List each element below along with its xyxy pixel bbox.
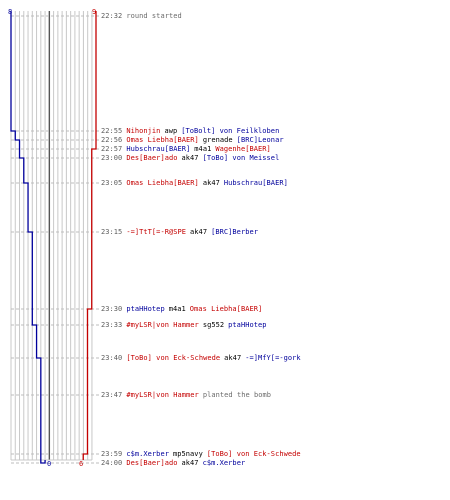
event-time: 23:47 xyxy=(101,391,123,399)
killer-name: [ToBo] von Eck-Schwede xyxy=(126,354,221,362)
killer-name: Nihonjin xyxy=(126,127,161,135)
victim-name: [ToBolt] von Feilkloben xyxy=(181,127,280,135)
event-row: 22:57 Hubschrau[BAER] m4a1 Wagenhe[BAER] xyxy=(101,144,275,154)
victim-name: [BRC]Berber xyxy=(211,228,259,236)
event-row: 23:59 c$m.Xerber mp5navy [ToBo] von Eck-Sch… xyxy=(101,449,305,459)
event-time: 23:00 xyxy=(101,154,123,162)
event-row: 22:56 Omas Liebha[BAER] grenade [BRC]Leonar xyxy=(101,135,288,145)
victim-name: [ToBo] von Meissel xyxy=(202,154,280,162)
red-start-count: 9 xyxy=(92,8,97,16)
chart-grid xyxy=(10,11,93,461)
event-time: 23:40 xyxy=(101,354,123,362)
weapon-name: grenade xyxy=(202,136,233,144)
killer-name: -=]TtT[=-R@SPE xyxy=(126,228,187,236)
weapon-name: m4a1 xyxy=(194,145,212,153)
event-row: 23:00 Des[Baer]ado ak47 [ToBo] von Meissel xyxy=(101,153,283,163)
event-row: 24:00 Des[Baer]ado ak47 c$m.Xerber xyxy=(101,458,249,468)
killer-name: Omas Liebha[BAER] xyxy=(126,136,199,144)
event-time: 24:00 xyxy=(101,459,123,467)
event-row: 23:30 ptaHHotep m4a1 Omas Liebha[BAER] xyxy=(101,304,266,314)
event-time: 22:55 xyxy=(101,127,123,135)
event-time: 23:15 xyxy=(101,228,123,236)
alive-step-lines xyxy=(10,11,97,464)
killer-name: c$m.Xerber xyxy=(126,450,169,458)
event-row: 23:40 [ToBo] von Eck-Schwede ak47 -=]MfY[=-… xyxy=(101,353,305,363)
event-row: 22:55 Nihonjin awp [ToBolt] von Feilkloben xyxy=(101,126,283,136)
red-alive-line xyxy=(82,11,97,460)
event-time: 22:57 xyxy=(101,145,123,153)
event-row: 23:05 Omas Liebha[BAER] ak47 Hubschrau[BAER… xyxy=(101,178,292,188)
weapon-name: mp5navy xyxy=(172,450,203,458)
victim-name: ptaHHotep xyxy=(228,321,267,329)
victim-name: [BRC]Leonar xyxy=(236,136,284,144)
killer-name: Des[Baer]ado xyxy=(126,154,178,162)
weapon-name: ak47 xyxy=(190,228,208,236)
weapon-name: ak47 xyxy=(181,459,199,467)
killer-name: Hubschrau[BAER] xyxy=(126,145,191,153)
blue-alive-line xyxy=(10,11,46,464)
event-time: 23:33 xyxy=(101,321,123,329)
victim-name: Hubschrau[BAER] xyxy=(223,179,288,187)
victim-name: Omas Liebha[BAER] xyxy=(189,305,263,313)
event-time: 22:56 xyxy=(101,136,123,144)
killer-name: ptaHHotep xyxy=(126,305,165,313)
event-row: 23:15 -=]TtT[=-R@SPE ak47 [BRC]Berber xyxy=(101,227,262,237)
weapon-name: m4a1 xyxy=(168,305,186,313)
killer-name: #myLSR|von Hammer xyxy=(126,321,199,329)
event-row: 22:32 round started xyxy=(101,11,186,21)
weapon-name: ak47 xyxy=(224,354,242,362)
event-guide-lines xyxy=(11,15,100,464)
killer-name: #myLSR|von Hammer xyxy=(126,391,199,399)
event-row: 23:33 #myLSR|von Hammer sg552 ptaHHotep xyxy=(101,320,271,330)
blue-end-count: 0 xyxy=(47,460,52,468)
victim-name: Wagenhe[BAER] xyxy=(215,145,271,153)
killer-name: Des[Baer]ado xyxy=(126,459,178,467)
event-time: 23:30 xyxy=(101,305,123,313)
victim-name: -=]MfY[=-gork xyxy=(245,354,301,362)
weapon-name: sg552 xyxy=(202,321,225,329)
red-end-count: 6 xyxy=(79,460,84,468)
weapon-name: ak47 xyxy=(202,179,220,187)
event-time: 23:05 xyxy=(101,179,123,187)
event-message: planted the bomb xyxy=(202,391,272,399)
weapon-name: ak47 xyxy=(181,154,199,162)
event-time: 23:59 xyxy=(101,450,123,458)
event-time: 22:32 xyxy=(101,12,123,20)
victim-name: [ToBo] von Eck-Schwede xyxy=(206,450,301,458)
killer-name: Omas Liebha[BAER] xyxy=(126,179,199,187)
event-message: round started xyxy=(126,12,182,20)
weapon-name: awp xyxy=(164,127,178,135)
victim-name: c$m.Xerber xyxy=(202,459,246,467)
event-row: 23:47 #myLSR|von Hammer planted the bomb xyxy=(101,390,275,400)
blue-start-count: 8 xyxy=(8,8,13,16)
